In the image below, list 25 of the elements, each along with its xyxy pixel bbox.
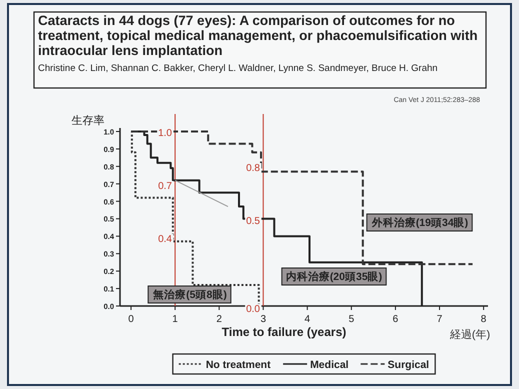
annotation: 内科治療(20頭35眼) [286,270,382,283]
y-axis-title: 生存率 [72,114,104,127]
chart-title: Cataracts in 44 dogs (77 eyes): A comparison of outcomes for no treatment, topical medical management, or phacoemulsification with intraocular lens implantation [38,13,479,58]
chart-subtitle: Christine C. Lim, Shannan C. Bakker, Cheryl L. Waldner, Lynne S. Sandmeyer, Bruce H. Grahn [38,63,439,74]
x-tick-label: 8 [480,314,487,325]
x-tick-label: 4 [304,314,311,325]
annotation: 0.4 [157,234,174,245]
x-tick-label: 3 [260,314,266,325]
legend-label: Medical [310,359,349,371]
x-tick-label: 7 [436,314,443,325]
annotation: 0.0 [245,304,262,315]
annotation: 0.5 [245,216,262,227]
x-tick-label: 5 [348,314,355,325]
x-tick-label: 2 [216,314,222,325]
annotation: 外科治療(19頭34眼) [370,216,468,229]
x-axis-title: Time to failure (years) [222,325,346,339]
annotation: 0.8 [245,163,262,174]
annotation: 1.0 [157,128,174,139]
x-tick-label: 1 [172,314,178,325]
x-tick-label: 6 [392,314,399,325]
text: 経過(年) [448,329,490,341]
annotation: 無治療(5頭8眼) [152,288,227,301]
x-tick-label: 0 [128,314,134,325]
legend-label: No treatment [206,359,272,371]
legend-label: Surgical [388,359,430,371]
